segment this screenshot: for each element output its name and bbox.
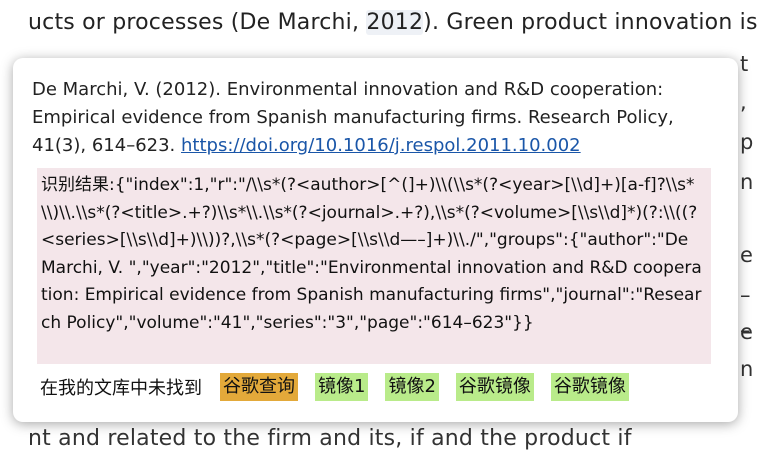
background-glyph: n (740, 357, 754, 381)
recognition-result: 识别结果:{"index":1,"r":"/\\s*(?<author>[^(]… (37, 168, 711, 364)
doi-link[interactable]: https://doi.org/10.1016/j.respol.2011.10… (181, 135, 581, 156)
citation-text: De Marchi, V. (2012). Environmental inno… (32, 76, 722, 160)
google-mirror-button-b[interactable]: 谷歌镜像 (550, 373, 629, 401)
background-glyph: n (740, 170, 754, 194)
mirror1-button[interactable]: 镜像1 (315, 373, 369, 401)
background-text-post: ). Green product innovation is an (423, 10, 764, 35)
background-glyph: – (740, 283, 751, 307)
background-glyph: e (740, 243, 753, 267)
background-glyph: – (740, 318, 751, 342)
background-glyph: p (740, 130, 754, 154)
google-mirror-button-a[interactable]: 谷歌镜像 (455, 373, 534, 401)
citation-body: De Marchi, V. (2012). Environmental inno… (32, 79, 674, 156)
background-text-pre: ucts or processes (De Marchi, (28, 10, 367, 35)
google-search-button[interactable]: 谷歌查询 (220, 373, 298, 401)
highlighted-year: 2012 (366, 10, 424, 35)
background-glyph: e (740, 320, 753, 344)
action-bar: 在我的文库中未找到 谷歌查询 镜像1 镜像2 谷歌镜像 谷歌镜像 (40, 372, 646, 402)
background-glyph: , (740, 90, 747, 114)
background-glyph: t (740, 52, 749, 76)
citation-popup: De Marchi, V. (2012). Environmental inno… (13, 58, 738, 422)
mirror2-button[interactable]: 镜像2 (385, 373, 439, 401)
background-text-top: ucts or processes (De Marchi, 2012). Gre… (28, 10, 764, 35)
not-found-label: 在我的文库中未找到 (40, 378, 202, 399)
